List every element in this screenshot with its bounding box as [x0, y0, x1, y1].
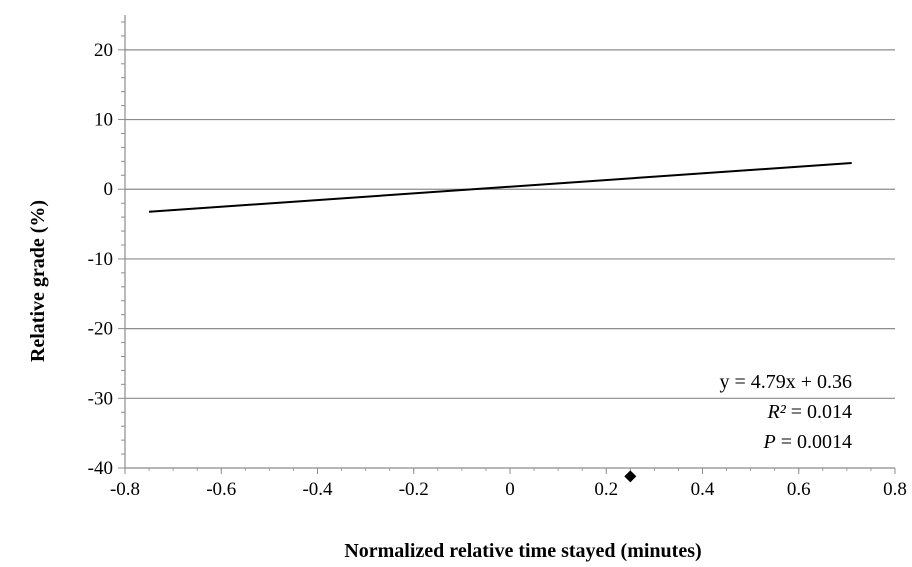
- y-tick-label: -40: [88, 458, 113, 479]
- axes: [118, 15, 896, 474]
- p-value: P = 0.0014: [763, 431, 853, 453]
- regression-annotation: y = 4.79x + 0.36 R² = 0.014 P = 0.0014: [719, 371, 852, 453]
- x-tick-label: -0.2: [399, 479, 429, 500]
- x-tick-label: -0.4: [302, 479, 333, 500]
- x-tick-label: 0.2: [594, 479, 618, 500]
- y-tick-label: -20: [88, 319, 113, 340]
- x-tick-label: -0.8: [110, 479, 140, 500]
- y-tick-label: 10: [94, 110, 113, 131]
- x-tick-label: -0.6: [206, 479, 236, 500]
- x-tick-label: 0: [505, 479, 515, 500]
- trend-line: [148, 162, 852, 213]
- data-series: [148, 162, 852, 483]
- regression-equation: y = 4.79x + 0.36: [719, 371, 852, 393]
- y-tick-label: 20: [94, 40, 113, 61]
- r-squared-value: = 0.014: [786, 401, 852, 423]
- y-axis-title: Relative grade (%): [27, 200, 49, 362]
- y-tick-labels: 20 10 0 -10 -20 -30 -40: [88, 40, 113, 479]
- p-value-text: = 0.0014: [776, 431, 852, 453]
- y-tick-label: 0: [104, 179, 114, 200]
- p-symbol: P: [763, 431, 776, 453]
- x-tick-labels: -0.8 -0.6 -0.4 -0.2 0 0.2 0.4 0.6 0.8: [110, 479, 907, 500]
- gridlines: [125, 49, 895, 399]
- y-tick-label: -30: [88, 388, 113, 409]
- x-axis-title: Normalized relative time stayed (minutes…: [344, 540, 701, 562]
- r-squared-symbol: R²: [767, 401, 787, 423]
- x-tick-label: 0.4: [691, 479, 715, 500]
- x-tick-label: 0.8: [883, 479, 907, 500]
- x-tick-label: 0.6: [787, 479, 811, 500]
- r-squared: R² = 0.014: [767, 401, 853, 423]
- data-point: [624, 470, 637, 483]
- y-tick-label: -10: [88, 249, 113, 270]
